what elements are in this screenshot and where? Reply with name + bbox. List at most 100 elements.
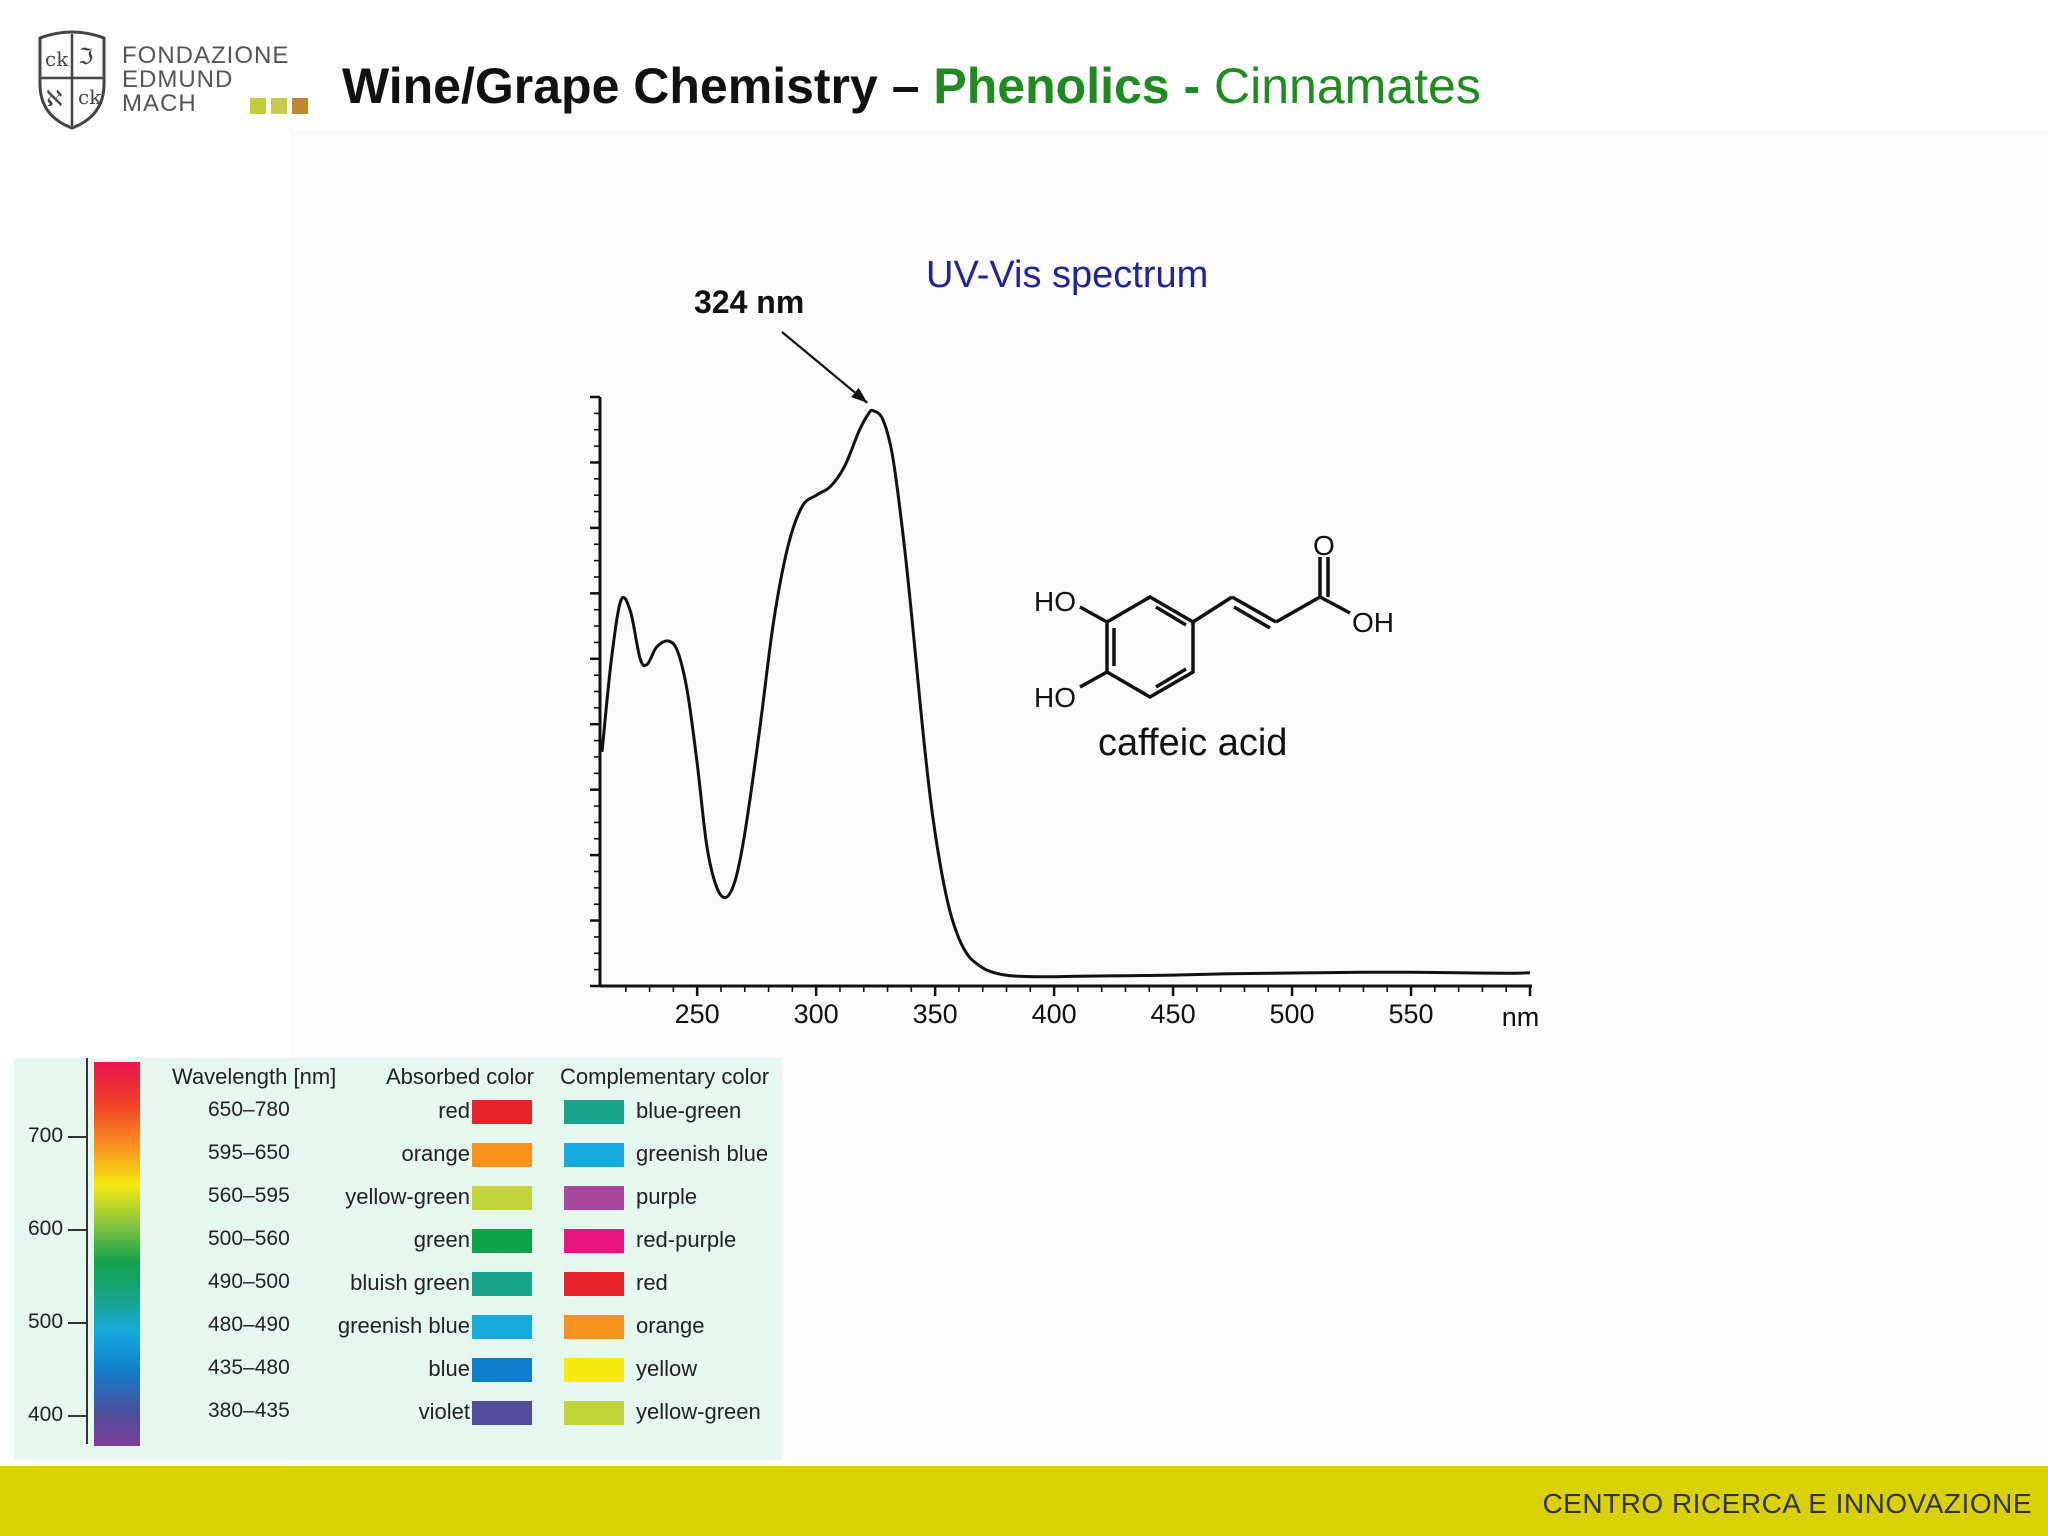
- absorbed-color-swatch: [472, 1229, 532, 1253]
- scale-label: 500: [28, 1310, 64, 1333]
- row-complementary-color: yellow-green: [636, 1399, 761, 1424]
- svg-text:ℵ: ℵ: [46, 87, 62, 112]
- scale-tick: [68, 1229, 86, 1231]
- logo-square: [292, 98, 308, 114]
- peak-arrow: [781, 331, 868, 404]
- logo-line-3: MACH: [122, 90, 197, 117]
- header-complementary: Complementary color: [560, 1064, 770, 1089]
- absorbed-color-swatch: [472, 1186, 532, 1210]
- row-wavelength: 490–500: [208, 1270, 290, 1293]
- row-wavelength: 560–595: [208, 1184, 290, 1207]
- atom-oh: OH: [1352, 607, 1394, 638]
- scale-label: 700: [28, 1124, 64, 1147]
- row-complementary-color: yellow: [636, 1356, 698, 1381]
- x-tick-label: 400: [1032, 999, 1077, 1029]
- logo-text: FONDAZIONE EDMUND MACH: [122, 44, 289, 116]
- absorbed-color-swatch: [472, 1143, 532, 1167]
- row-absorbed-color: red: [438, 1098, 470, 1123]
- table-row: 500–560 green red-purple: [14, 1227, 782, 1257]
- row-wavelength: 380–435: [208, 1399, 290, 1422]
- slide-title: Wine/Grape Chemistry – Phenolics - Cinna…: [342, 54, 1481, 118]
- peak-label: 324 nm: [694, 284, 805, 320]
- x-tick-label: 500: [1270, 999, 1315, 1029]
- logo-line-2: EDMUND: [122, 66, 234, 93]
- complementary-color-swatch: [564, 1100, 624, 1124]
- absorbed-color-swatch: [472, 1401, 532, 1425]
- row-wavelength: 480–490: [208, 1313, 290, 1336]
- scale-label: 400: [28, 1403, 64, 1426]
- table-row: 480–490 greenish blue orange: [14, 1313, 782, 1343]
- row-wavelength: 595–650: [208, 1141, 290, 1164]
- x-tick-label: 300: [794, 999, 839, 1029]
- row-absorbed-color: bluish green: [350, 1270, 470, 1295]
- x-tick-label: 250: [675, 999, 720, 1029]
- row-complementary-color: red: [636, 1270, 668, 1295]
- scale-tick: [68, 1136, 86, 1138]
- row-complementary-color: orange: [636, 1313, 705, 1338]
- x-tick-label: 550: [1388, 999, 1433, 1029]
- spectrum-line: [600, 408, 1531, 979]
- table-row: 650–780 red blue-green: [14, 1098, 782, 1128]
- svg-text:ℑ: ℑ: [78, 45, 93, 70]
- row-wavelength: 650–780: [208, 1098, 290, 1121]
- wavelength-scale-bar: [94, 1062, 140, 1446]
- row-absorbed-color: yellow-green: [345, 1184, 470, 1209]
- atom-o: O: [1313, 530, 1335, 561]
- complementary-color-swatch: [564, 1315, 624, 1339]
- title-part-1: Wine/Grape Chemistry –: [342, 58, 934, 114]
- row-complementary-color: greenish blue: [636, 1141, 769, 1166]
- complementary-color-swatch: [564, 1401, 624, 1425]
- header-wavelength: Wavelength [nm]: [172, 1064, 337, 1089]
- logo-shield-icon: ck ℑ ℵ ck: [38, 30, 106, 130]
- color-table: 700 600 500 400 Wavelength [nm] Absorbed…: [14, 1058, 782, 1460]
- row-wavelength: 500–560: [208, 1227, 290, 1250]
- scale-axis-line: [86, 1058, 88, 1444]
- title-part-2: Phenolics -: [933, 58, 1215, 114]
- row-wavelength: 435–480: [208, 1356, 290, 1379]
- logo-square: [250, 98, 266, 114]
- complementary-color-swatch: [564, 1229, 624, 1253]
- scale-label: 600: [28, 1217, 64, 1240]
- x-tick-label: 450: [1151, 999, 1196, 1029]
- title-part-3: Cinnamates: [1214, 58, 1481, 114]
- table-row: 560–595 yellow-green purple: [14, 1184, 782, 1214]
- row-complementary-color: red-purple: [636, 1227, 737, 1252]
- scale-tick: [68, 1322, 86, 1324]
- row-absorbed-color: green: [413, 1227, 470, 1252]
- absorbed-color-swatch: [472, 1358, 532, 1382]
- atom-ho-bottom: HO: [1034, 682, 1076, 713]
- row-absorbed-color: greenish blue: [337, 1313, 470, 1338]
- table-row: 490–500 bluish green red: [14, 1270, 782, 1300]
- absorbed-color-swatch: [472, 1272, 532, 1296]
- caffeic-acid-structure: HO HO O OH: [1034, 530, 1394, 713]
- row-complementary-color: purple: [636, 1184, 698, 1209]
- svg-text:ck: ck: [78, 85, 102, 109]
- logo-square: [271, 98, 287, 114]
- row-complementary-color: blue-green: [636, 1098, 742, 1123]
- footer-text: CENTRO RICERCA E INNOVAZIONE: [1542, 1488, 2032, 1519]
- peak-arrow-head: [851, 387, 868, 403]
- complementary-color-swatch: [564, 1143, 624, 1167]
- row-absorbed-color: orange: [401, 1141, 470, 1166]
- logo-squares: [250, 98, 313, 119]
- atom-ho-top: HO: [1034, 586, 1076, 617]
- molecule-name: caffeic acid: [1098, 722, 1288, 764]
- complementary-color-swatch: [564, 1358, 624, 1382]
- scale-tick: [68, 1415, 86, 1417]
- spectrum-title: UV-Vis spectrum: [926, 254, 1209, 296]
- logo: ck ℑ ℵ ck: [32, 28, 322, 138]
- table-row: 435–480 blue yellow: [14, 1356, 782, 1386]
- row-absorbed-color: violet: [418, 1399, 470, 1424]
- svg-text:ck: ck: [45, 47, 69, 71]
- complementary-color-swatch: [564, 1186, 624, 1210]
- uv-vis-chart: 250 300 350 400 450 500 550 nm: [590, 331, 1540, 1032]
- table-row: 595–650 orange greenish blue: [14, 1141, 782, 1171]
- row-absorbed-color: blue: [428, 1356, 470, 1381]
- logo-line-1: FONDAZIONE: [122, 42, 290, 69]
- absorbed-color-swatch: [472, 1100, 532, 1124]
- x-tick-label: 350: [913, 999, 958, 1029]
- x-axis-unit-label: nm: [1502, 1002, 1540, 1032]
- complementary-color-swatch: [564, 1272, 624, 1296]
- absorbed-color-swatch: [472, 1315, 532, 1339]
- header-absorbed: Absorbed color: [386, 1064, 534, 1089]
